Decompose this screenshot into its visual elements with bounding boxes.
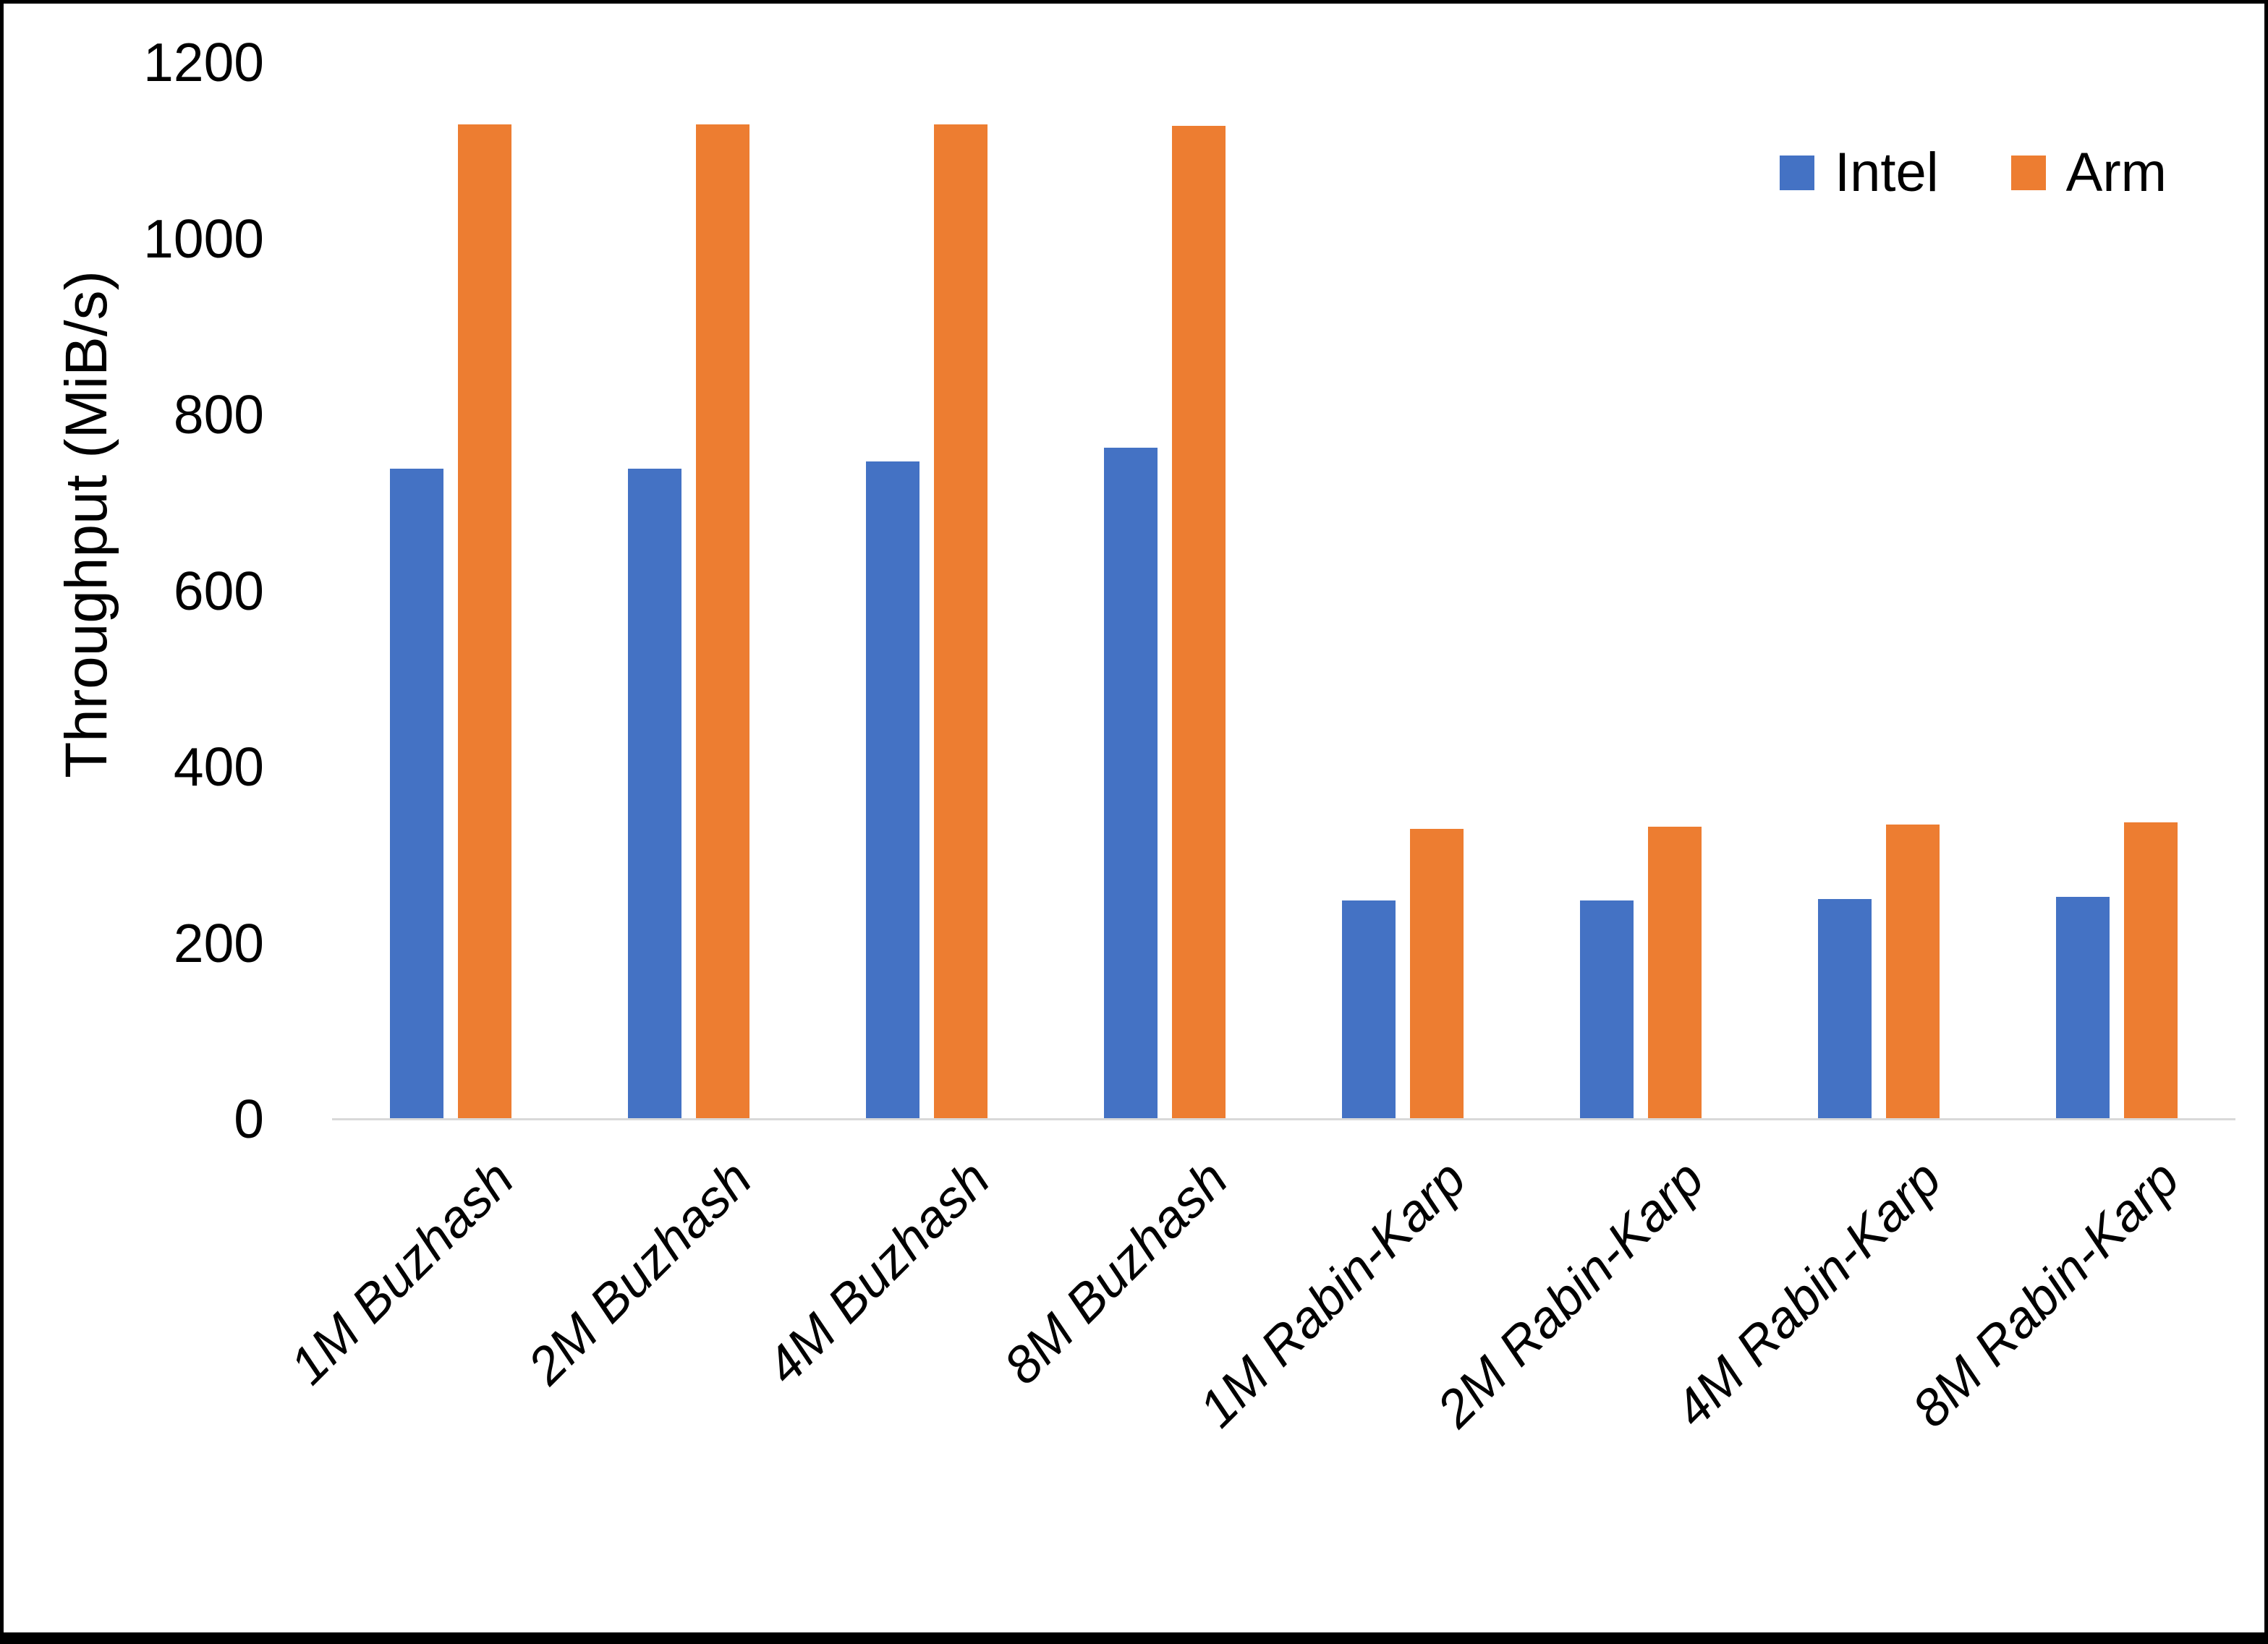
bar-intel-1m-buzhash — [390, 469, 444, 1119]
bar-intel-4m-rabin-karp — [1817, 898, 1872, 1119]
legend-swatch-arm-icon — [2010, 155, 2046, 190]
legend-swatch-intel-icon — [1780, 155, 1814, 190]
y-tick-label-0: 0 — [234, 1089, 264, 1149]
bar-arm-8m-buzhash — [1172, 125, 1226, 1119]
bar-intel-2m-buzhash — [628, 469, 682, 1119]
bar-arm-4m-buzhash — [934, 124, 988, 1119]
bar-arm-8m-rabin-karp — [2123, 822, 2178, 1119]
legend-label-arm: Arm — [2065, 142, 2167, 203]
legend-label-intel: Intel — [1835, 142, 1939, 203]
bar-intel-8m-rabin-karp — [2055, 897, 2110, 1119]
y-tick-label-1200: 1200 — [143, 32, 264, 93]
bar-arm-2m-rabin-karp — [1647, 826, 1702, 1119]
bar-arm-2m-buzhash — [696, 124, 750, 1119]
y-tick-label-200: 200 — [173, 912, 264, 974]
y-tick-label-600: 600 — [173, 560, 264, 621]
bar-arm-1m-buzhash — [458, 124, 512, 1119]
bar-arm-4m-rabin-karp — [1885, 825, 1940, 1119]
y-tick-label-1000: 1000 — [143, 208, 264, 269]
x-label-1m-buzhash: 1M Buzhash — [279, 1149, 525, 1396]
bar-arm-1m-rabin-karp — [1409, 829, 1464, 1119]
legend: Intel Arm — [1780, 141, 2167, 204]
bar-intel-8m-buzhash — [1104, 448, 1158, 1119]
y-tick-label-400: 400 — [173, 736, 264, 797]
bar-intel-4m-buzhash — [866, 461, 920, 1119]
y-tick-label-800: 800 — [173, 384, 264, 445]
legend-item-arm: Arm — [2010, 141, 2167, 204]
bar-intel-2m-rabin-karp — [1579, 900, 1634, 1119]
bar-intel-1m-rabin-karp — [1341, 900, 1396, 1119]
y-axis-title: Throughput (MiB/s) — [54, 271, 119, 778]
x-label-8m-buzhash: 8M Buzhash — [993, 1149, 1239, 1396]
legend-item-intel: Intel — [1780, 141, 1939, 204]
x-label-4m-buzhash: 4M Buzhash — [755, 1149, 1001, 1396]
x-axis-line — [332, 1118, 2235, 1120]
x-label-2m-buzhash: 2M Buzhash — [517, 1149, 763, 1396]
